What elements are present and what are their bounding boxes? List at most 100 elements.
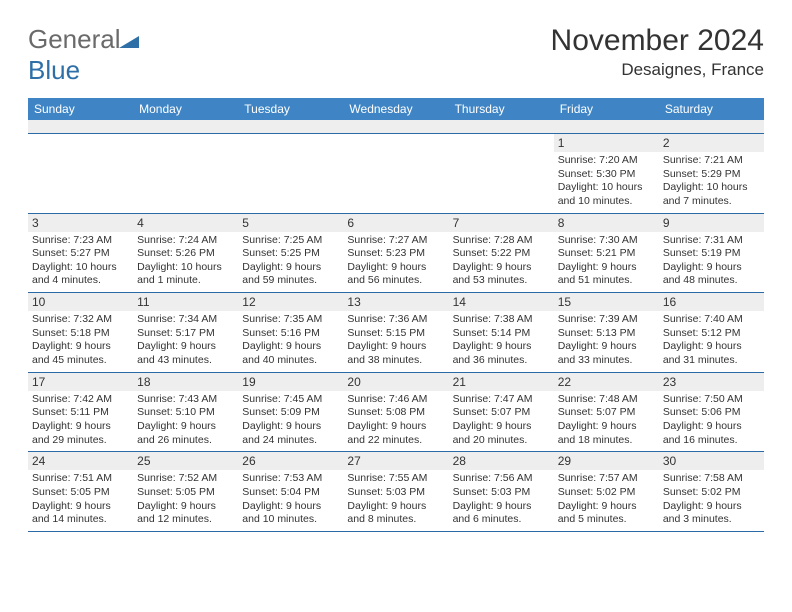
day-body: Sunrise: 7:46 AMSunset: 5:08 PMDaylight:…: [343, 391, 448, 452]
day-cell: 27Sunrise: 7:55 AMSunset: 5:03 PMDayligh…: [343, 452, 448, 531]
day-cell: 5Sunrise: 7:25 AMSunset: 5:25 PMDaylight…: [238, 214, 343, 293]
day-cell: 8Sunrise: 7:30 AMSunset: 5:21 PMDaylight…: [554, 214, 659, 293]
sunrise-text: Sunrise: 7:28 AM: [453, 234, 550, 248]
daylight-text: Daylight: 9 hours and 40 minutes.: [242, 340, 339, 367]
sunset-text: Sunset: 5:12 PM: [663, 327, 760, 341]
day-cell: 7Sunrise: 7:28 AMSunset: 5:22 PMDaylight…: [449, 214, 554, 293]
sunset-text: Sunset: 5:07 PM: [558, 406, 655, 420]
day-cell: [133, 134, 238, 213]
sunrise-text: Sunrise: 7:58 AM: [663, 472, 760, 486]
day-number: 11: [133, 293, 238, 311]
day-body: Sunrise: 7:45 AMSunset: 5:09 PMDaylight:…: [238, 391, 343, 452]
day-body: Sunrise: 7:50 AMSunset: 5:06 PMDaylight:…: [659, 391, 764, 452]
day-body: Sunrise: 7:20 AMSunset: 5:30 PMDaylight:…: [554, 152, 659, 213]
daylight-text: Daylight: 10 hours and 10 minutes.: [558, 181, 655, 208]
daylight-text: Daylight: 9 hours and 53 minutes.: [453, 261, 550, 288]
day-body: Sunrise: 7:30 AMSunset: 5:21 PMDaylight:…: [554, 232, 659, 293]
day-number: 18: [133, 373, 238, 391]
sunset-text: Sunset: 5:26 PM: [137, 247, 234, 261]
day-number: 17: [28, 373, 133, 391]
sunset-text: Sunset: 5:02 PM: [663, 486, 760, 500]
day-cell: 21Sunrise: 7:47 AMSunset: 5:07 PMDayligh…: [449, 373, 554, 452]
day-number: 22: [554, 373, 659, 391]
day-body: Sunrise: 7:38 AMSunset: 5:14 PMDaylight:…: [449, 311, 554, 372]
daylight-text: Daylight: 9 hours and 6 minutes.: [453, 500, 550, 527]
logo-text: GeneralBlue: [28, 24, 139, 86]
daylight-text: Daylight: 9 hours and 45 minutes.: [32, 340, 129, 367]
stripe-row: [28, 120, 764, 134]
week-row: 24Sunrise: 7:51 AMSunset: 5:05 PMDayligh…: [28, 452, 764, 532]
daylight-text: Daylight: 9 hours and 48 minutes.: [663, 261, 760, 288]
daylight-text: Daylight: 9 hours and 18 minutes.: [558, 420, 655, 447]
day-cell: 25Sunrise: 7:52 AMSunset: 5:05 PMDayligh…: [133, 452, 238, 531]
day-cell: 16Sunrise: 7:40 AMSunset: 5:12 PMDayligh…: [659, 293, 764, 372]
daylight-text: Daylight: 9 hours and 24 minutes.: [242, 420, 339, 447]
sunrise-text: Sunrise: 7:38 AM: [453, 313, 550, 327]
daylight-text: Daylight: 9 hours and 5 minutes.: [558, 500, 655, 527]
daylight-text: Daylight: 9 hours and 59 minutes.: [242, 261, 339, 288]
day-body: Sunrise: 7:39 AMSunset: 5:13 PMDaylight:…: [554, 311, 659, 372]
day-number: [343, 134, 448, 152]
day-body: Sunrise: 7:35 AMSunset: 5:16 PMDaylight:…: [238, 311, 343, 372]
sunrise-text: Sunrise: 7:42 AM: [32, 393, 129, 407]
header: GeneralBlue November 2024 Desaignes, Fra…: [28, 24, 764, 86]
daylight-text: Daylight: 9 hours and 12 minutes.: [137, 500, 234, 527]
daylight-text: Daylight: 10 hours and 1 minute.: [137, 261, 234, 288]
sunrise-text: Sunrise: 7:36 AM: [347, 313, 444, 327]
sunrise-text: Sunrise: 7:23 AM: [32, 234, 129, 248]
sunrise-text: Sunrise: 7:55 AM: [347, 472, 444, 486]
day-number: 30: [659, 452, 764, 470]
day-body: Sunrise: 7:55 AMSunset: 5:03 PMDaylight:…: [343, 470, 448, 531]
day-number: 27: [343, 452, 448, 470]
logo-text-gray: General: [28, 24, 121, 54]
day-number: 29: [554, 452, 659, 470]
day-body: Sunrise: 7:48 AMSunset: 5:07 PMDaylight:…: [554, 391, 659, 452]
day-cell: 18Sunrise: 7:43 AMSunset: 5:10 PMDayligh…: [133, 373, 238, 452]
title-block: November 2024 Desaignes, France: [551, 24, 764, 80]
day-cell: 22Sunrise: 7:48 AMSunset: 5:07 PMDayligh…: [554, 373, 659, 452]
sunset-text: Sunset: 5:08 PM: [347, 406, 444, 420]
daylight-text: Daylight: 9 hours and 20 minutes.: [453, 420, 550, 447]
day-cell: 29Sunrise: 7:57 AMSunset: 5:02 PMDayligh…: [554, 452, 659, 531]
day-cell: 4Sunrise: 7:24 AMSunset: 5:26 PMDaylight…: [133, 214, 238, 293]
sunset-text: Sunset: 5:05 PM: [32, 486, 129, 500]
weekday-cell: Sunday: [28, 98, 133, 120]
calendar-page: GeneralBlue November 2024 Desaignes, Fra…: [0, 0, 792, 556]
sunrise-text: Sunrise: 7:50 AM: [663, 393, 760, 407]
daylight-text: Daylight: 9 hours and 31 minutes.: [663, 340, 760, 367]
day-number: 13: [343, 293, 448, 311]
sunset-text: Sunset: 5:03 PM: [347, 486, 444, 500]
day-cell: 10Sunrise: 7:32 AMSunset: 5:18 PMDayligh…: [28, 293, 133, 372]
sunset-text: Sunset: 5:22 PM: [453, 247, 550, 261]
day-cell: 2Sunrise: 7:21 AMSunset: 5:29 PMDaylight…: [659, 134, 764, 213]
sunset-text: Sunset: 5:07 PM: [453, 406, 550, 420]
sunset-text: Sunset: 5:29 PM: [663, 168, 760, 182]
sunset-text: Sunset: 5:15 PM: [347, 327, 444, 341]
day-number: 24: [28, 452, 133, 470]
weekday-cell: Saturday: [659, 98, 764, 120]
daylight-text: Daylight: 9 hours and 16 minutes.: [663, 420, 760, 447]
sunrise-text: Sunrise: 7:43 AM: [137, 393, 234, 407]
daylight-text: Daylight: 9 hours and 51 minutes.: [558, 261, 655, 288]
weekday-cell: Tuesday: [238, 98, 343, 120]
day-body: Sunrise: 7:53 AMSunset: 5:04 PMDaylight:…: [238, 470, 343, 531]
day-body: Sunrise: 7:51 AMSunset: 5:05 PMDaylight:…: [28, 470, 133, 531]
weekday-cell: Wednesday: [343, 98, 448, 120]
sunrise-text: Sunrise: 7:48 AM: [558, 393, 655, 407]
day-body: Sunrise: 7:47 AMSunset: 5:07 PMDaylight:…: [449, 391, 554, 452]
day-number: [28, 134, 133, 152]
weekday-cell: Friday: [554, 98, 659, 120]
day-number: 16: [659, 293, 764, 311]
day-body: Sunrise: 7:31 AMSunset: 5:19 PMDaylight:…: [659, 232, 764, 293]
sunrise-text: Sunrise: 7:57 AM: [558, 472, 655, 486]
sunrise-text: Sunrise: 7:34 AM: [137, 313, 234, 327]
sunset-text: Sunset: 5:03 PM: [453, 486, 550, 500]
day-body: Sunrise: 7:57 AMSunset: 5:02 PMDaylight:…: [554, 470, 659, 531]
week-row: 3Sunrise: 7:23 AMSunset: 5:27 PMDaylight…: [28, 214, 764, 294]
sunrise-text: Sunrise: 7:51 AM: [32, 472, 129, 486]
day-number: 6: [343, 214, 448, 232]
logo-text-blue: Blue: [28, 55, 80, 85]
sunset-text: Sunset: 5:04 PM: [242, 486, 339, 500]
daylight-text: Daylight: 9 hours and 29 minutes.: [32, 420, 129, 447]
day-cell: 23Sunrise: 7:50 AMSunset: 5:06 PMDayligh…: [659, 373, 764, 452]
